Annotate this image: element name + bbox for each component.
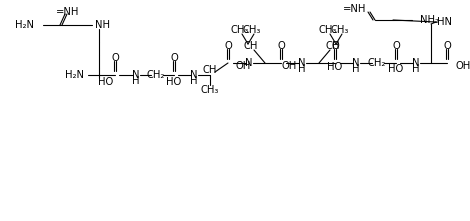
Text: H: H [412, 64, 420, 74]
Text: N: N [245, 58, 253, 68]
Text: O: O [170, 53, 178, 63]
Text: OH: OH [236, 61, 251, 71]
Text: HO: HO [166, 77, 181, 87]
Text: H: H [190, 76, 198, 86]
Text: N: N [132, 70, 140, 80]
Text: O: O [331, 41, 339, 51]
Text: CH₂: CH₂ [368, 58, 386, 68]
Text: N: N [412, 58, 420, 68]
Text: O: O [224, 41, 232, 51]
Text: O: O [111, 53, 119, 63]
Text: N: N [190, 70, 198, 80]
Text: CH₃: CH₃ [319, 25, 337, 35]
Text: HO: HO [388, 64, 404, 74]
Text: H: H [352, 64, 360, 74]
Text: HO: HO [98, 77, 114, 87]
Text: H₂N: H₂N [15, 20, 34, 30]
Text: =NH: =NH [343, 4, 366, 14]
Text: HN: HN [437, 17, 452, 27]
Text: CH: CH [203, 65, 217, 75]
Text: CH: CH [244, 41, 258, 51]
Text: H₂N: H₂N [65, 70, 84, 80]
Text: O: O [392, 41, 400, 51]
Text: O: O [443, 41, 451, 51]
Text: CH: CH [326, 41, 340, 51]
Text: =NH: =NH [56, 7, 80, 17]
Text: CH₃: CH₃ [243, 25, 261, 35]
Text: NH: NH [95, 20, 110, 30]
Text: N: N [298, 58, 306, 68]
Text: O: O [277, 41, 285, 51]
Text: CH₃: CH₃ [231, 25, 249, 35]
Text: CH₃: CH₃ [331, 25, 349, 35]
Text: NH₂: NH₂ [420, 15, 439, 25]
Text: H: H [298, 64, 306, 74]
Text: CH₃: CH₃ [201, 85, 219, 95]
Text: CH₂: CH₂ [147, 70, 165, 80]
Text: N: N [352, 58, 360, 68]
Text: OH: OH [281, 61, 296, 71]
Text: OH: OH [455, 61, 470, 71]
Text: HO: HO [328, 62, 343, 72]
Text: H: H [132, 76, 140, 86]
